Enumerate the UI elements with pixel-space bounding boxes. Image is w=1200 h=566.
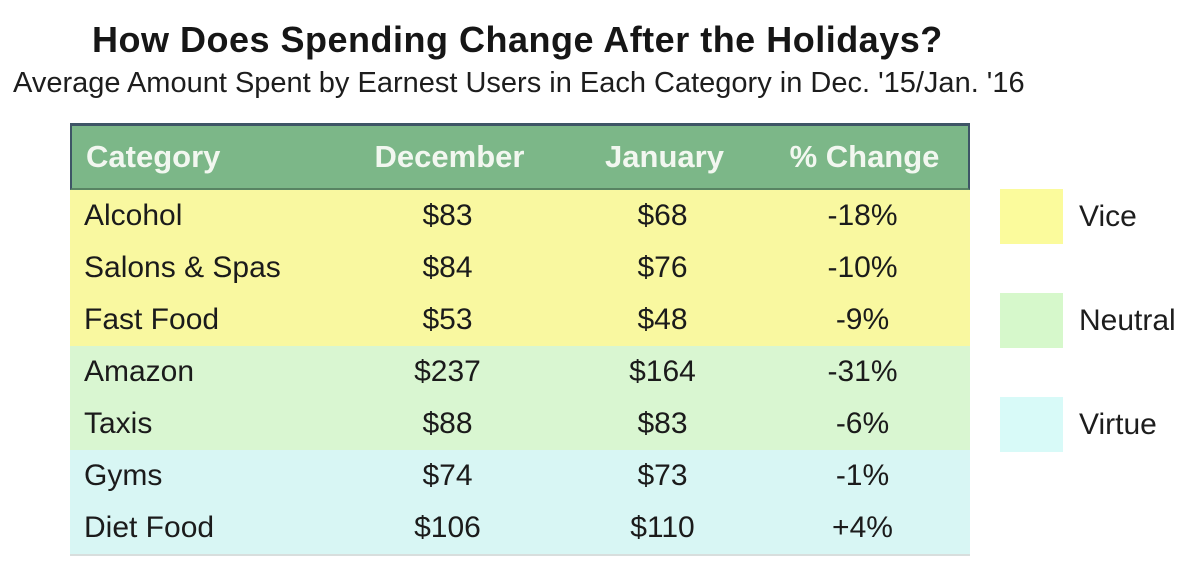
cell-pct-change: -31% xyxy=(827,355,898,388)
cell-december: $106 xyxy=(414,511,481,544)
column-header-pct-change: % Change xyxy=(789,139,940,174)
table-row: Alcohol $83 $68 -18% xyxy=(70,190,970,242)
cell-december: $74 xyxy=(422,459,473,492)
cell-january: $76 xyxy=(637,251,688,284)
cell-january: $110 xyxy=(630,511,695,544)
virtue-color-swatch xyxy=(1000,397,1063,452)
table-row: Diet Food $106 $110 +4% xyxy=(70,502,970,554)
cell-pct-change: -9% xyxy=(835,303,890,336)
legend-item-vice: Vice xyxy=(1000,189,1137,244)
cell-category: Alcohol xyxy=(84,199,183,232)
cell-january: $164 xyxy=(629,355,696,388)
cell-january: $68 xyxy=(637,199,688,232)
vice-color-swatch xyxy=(1000,189,1063,244)
column-header-january: January xyxy=(605,139,724,174)
table-row: Taxis $88 $83 -6% xyxy=(70,398,970,450)
cell-pct-change: +4% xyxy=(832,511,893,544)
cell-category: Taxis xyxy=(84,407,153,440)
cell-december: $53 xyxy=(422,303,473,336)
table-header-row: Category December January % Change xyxy=(70,123,970,190)
legend-label-vice: Vice xyxy=(1079,199,1137,233)
cell-december: $84 xyxy=(422,251,473,284)
table-row: Gyms $74 $73 -1% xyxy=(70,450,970,502)
page-title: How Does Spending Change After the Holid… xyxy=(92,19,943,60)
cell-december: $88 xyxy=(422,407,473,440)
cell-january: $48 xyxy=(637,303,688,336)
cell-pct-change: -6% xyxy=(835,407,890,440)
cell-pct-change: -1% xyxy=(835,459,890,492)
cell-january: $83 xyxy=(637,407,688,440)
table-row: Salons & Spas $84 $76 -10% xyxy=(70,242,970,294)
legend-label-neutral: Neutral xyxy=(1079,303,1176,337)
spending-table: Category December January % Change Alcoh… xyxy=(70,123,970,556)
cell-december: $237 xyxy=(414,355,481,388)
legend-item-neutral: Neutral xyxy=(1000,293,1176,348)
cell-category: Salons & Spas xyxy=(84,251,281,284)
cell-category: Gyms xyxy=(84,459,163,492)
cell-category: Diet Food xyxy=(84,511,215,544)
neutral-color-swatch xyxy=(1000,293,1063,348)
cell-december: $83 xyxy=(422,199,473,232)
legend-label-virtue: Virtue xyxy=(1079,407,1157,441)
cell-pct-change: -18% xyxy=(827,199,898,232)
table-row: Amazon $237 $164 -31% xyxy=(70,346,970,398)
page-subtitle: Average Amount Spent by Earnest Users in… xyxy=(13,67,1025,99)
cell-january: $73 xyxy=(637,459,688,492)
cell-pct-change: -10% xyxy=(827,251,898,284)
legend-item-virtue: Virtue xyxy=(1000,397,1157,452)
column-header-category: Category xyxy=(86,139,221,174)
table-row: Fast Food $53 $48 -9% xyxy=(70,294,970,346)
cell-category: Fast Food xyxy=(84,303,220,336)
cell-category: Amazon xyxy=(84,355,195,388)
column-header-december: December xyxy=(374,139,525,174)
